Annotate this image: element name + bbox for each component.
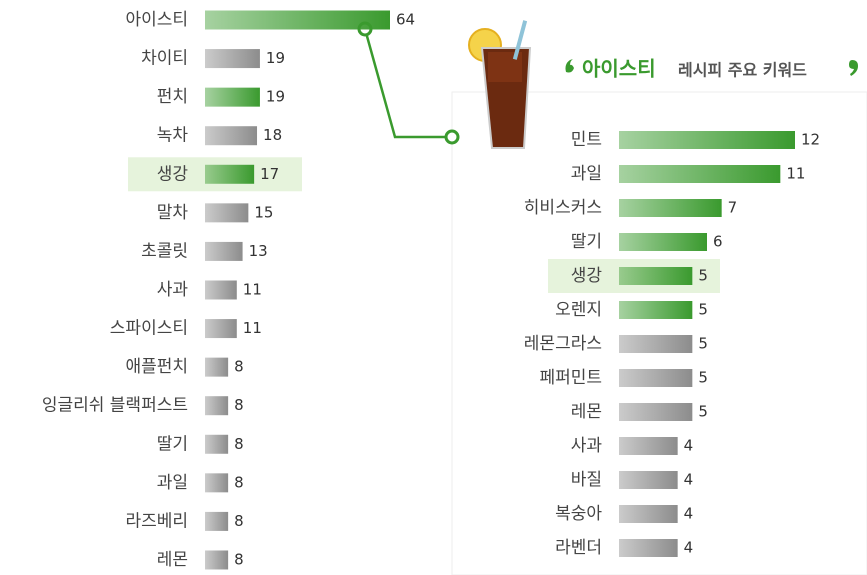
bar [205,280,237,299]
bar [205,319,237,338]
category-label: 라벤더 [555,538,602,558]
category-label: 아이스티 [125,10,188,30]
bar [205,11,390,30]
value-label: 8 [234,512,244,530]
value-label: 6 [713,233,723,251]
value-label: 4 [684,471,694,489]
value-label: 5 [698,301,708,319]
value-label: 8 [234,358,244,376]
value-label: 13 [249,242,268,260]
value-label: 4 [684,437,694,455]
value-label: 8 [234,473,244,491]
value-label: 8 [234,396,244,414]
value-label: 19 [266,88,285,106]
bar [205,550,228,569]
bar [619,471,678,489]
bar [205,358,228,377]
bar [619,233,707,251]
value-label: 12 [801,131,820,149]
value-label: 7 [728,199,738,217]
category-label: 말차 [157,203,189,223]
quote-open [566,59,575,73]
category-label: 히비스커스 [524,198,602,218]
bar [619,505,678,523]
bar [619,131,795,149]
category-label: 딸기 [157,434,188,454]
title-highlight: 아이스티 [582,57,656,81]
value-label: 19 [266,49,285,67]
bar [205,473,228,492]
bar [205,435,228,454]
bar [619,165,780,183]
value-label: 11 [243,319,262,337]
bar [619,403,692,421]
bar [619,267,692,285]
category-label: 레몬 [157,550,188,570]
value-label: 8 [234,550,244,568]
bar [205,512,228,531]
bar [205,88,260,107]
value-label: 8 [234,435,244,453]
category-label: 바질 [571,470,602,490]
category-label: 라즈베리 [125,511,188,531]
category-label: 과일 [157,473,188,493]
bar [619,437,678,455]
connector [365,29,452,137]
bar [619,301,692,319]
bar [619,199,722,217]
category-label: 과일 [571,164,602,184]
category-label: 생강 [157,164,189,184]
category-label: 민트 [571,130,602,150]
category-label: 스파이스티 [110,319,188,339]
bar [205,126,257,145]
value-label: 17 [260,165,279,183]
connector-dot [446,131,458,143]
category-label: 사과 [157,280,189,300]
value-label: 64 [396,11,415,29]
category-label: 레몬 [571,402,602,422]
bar [619,539,678,557]
category-label: 차이티 [141,49,188,69]
category-label: 애플펀치 [125,357,188,377]
value-label: 5 [698,369,708,387]
value-label: 18 [263,126,282,144]
category-label: 오렌지 [555,300,602,320]
bar [619,335,692,353]
value-label: 4 [684,505,694,523]
value-label: 5 [698,267,708,285]
bar [205,49,260,68]
category-label: 복숭아 [555,504,602,524]
bar [205,396,228,415]
category-label: 펀치 [157,87,188,107]
title: 레시피 주요 키워드 [678,61,807,80]
category-label: 생강 [571,266,603,286]
bar [205,203,248,222]
bar [205,165,254,184]
category-label: 레몬그라스 [524,334,602,354]
value-label: 11 [786,165,805,183]
value-label: 15 [254,203,273,221]
infographic: 아이스티 레시피 주요 키워드 아이스티64차이티19펀치19녹차18생강17말… [0,0,867,575]
category-label: 페퍼민트 [539,368,602,388]
category-label: 녹차 [157,126,189,146]
bar [619,369,692,387]
page: 아이스티 레시피 주요 키워드 아이스티64차이티19펀치19녹차18생강17말… [0,0,867,575]
bar [205,242,243,261]
value-label: 4 [684,539,694,557]
value-label: 5 [698,403,708,421]
category-label: 초콜릿 [141,241,188,261]
value-label: 5 [698,335,708,353]
category-label: 사과 [571,436,603,456]
category-label: 잉글리쉬 블랙퍼스트 [42,396,188,416]
quote-close [849,60,858,76]
category-label: 딸기 [571,232,602,252]
value-label: 11 [243,280,262,298]
